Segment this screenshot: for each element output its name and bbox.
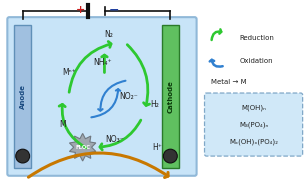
Text: M(OH)ₙ: M(OH)ₙ (241, 105, 266, 111)
Text: Cathode: Cathode (167, 80, 173, 113)
Text: H⁺: H⁺ (152, 143, 162, 152)
Circle shape (16, 149, 30, 163)
Text: NH₄⁺: NH₄⁺ (93, 58, 112, 67)
Text: Mₓ(OH)ₓ(PO₄)₂: Mₓ(OH)ₓ(PO₄)₂ (229, 138, 278, 145)
Text: M₃(PO₄)ₙ: M₃(PO₄)ₙ (239, 121, 268, 128)
Circle shape (163, 149, 177, 163)
Text: NO₂⁻: NO₂⁻ (119, 92, 138, 101)
Bar (14, 25, 31, 168)
Text: M: M (59, 120, 66, 129)
Text: FLOC: FLOC (75, 145, 90, 150)
Text: NO₃⁻: NO₃⁻ (105, 135, 124, 144)
Text: Metal → M: Metal → M (211, 79, 247, 85)
Text: +: + (76, 5, 85, 15)
Bar (162, 25, 179, 168)
Polygon shape (69, 133, 96, 161)
Text: −: − (109, 4, 120, 17)
FancyBboxPatch shape (7, 17, 196, 176)
Text: Anode: Anode (20, 84, 26, 109)
Text: Reduction: Reduction (239, 35, 274, 41)
Text: N₂: N₂ (104, 30, 113, 39)
Text: Oxidation: Oxidation (239, 57, 273, 64)
Text: Mⁿ⁺: Mⁿ⁺ (62, 68, 76, 77)
Text: H₂: H₂ (151, 100, 159, 109)
FancyBboxPatch shape (204, 93, 303, 156)
